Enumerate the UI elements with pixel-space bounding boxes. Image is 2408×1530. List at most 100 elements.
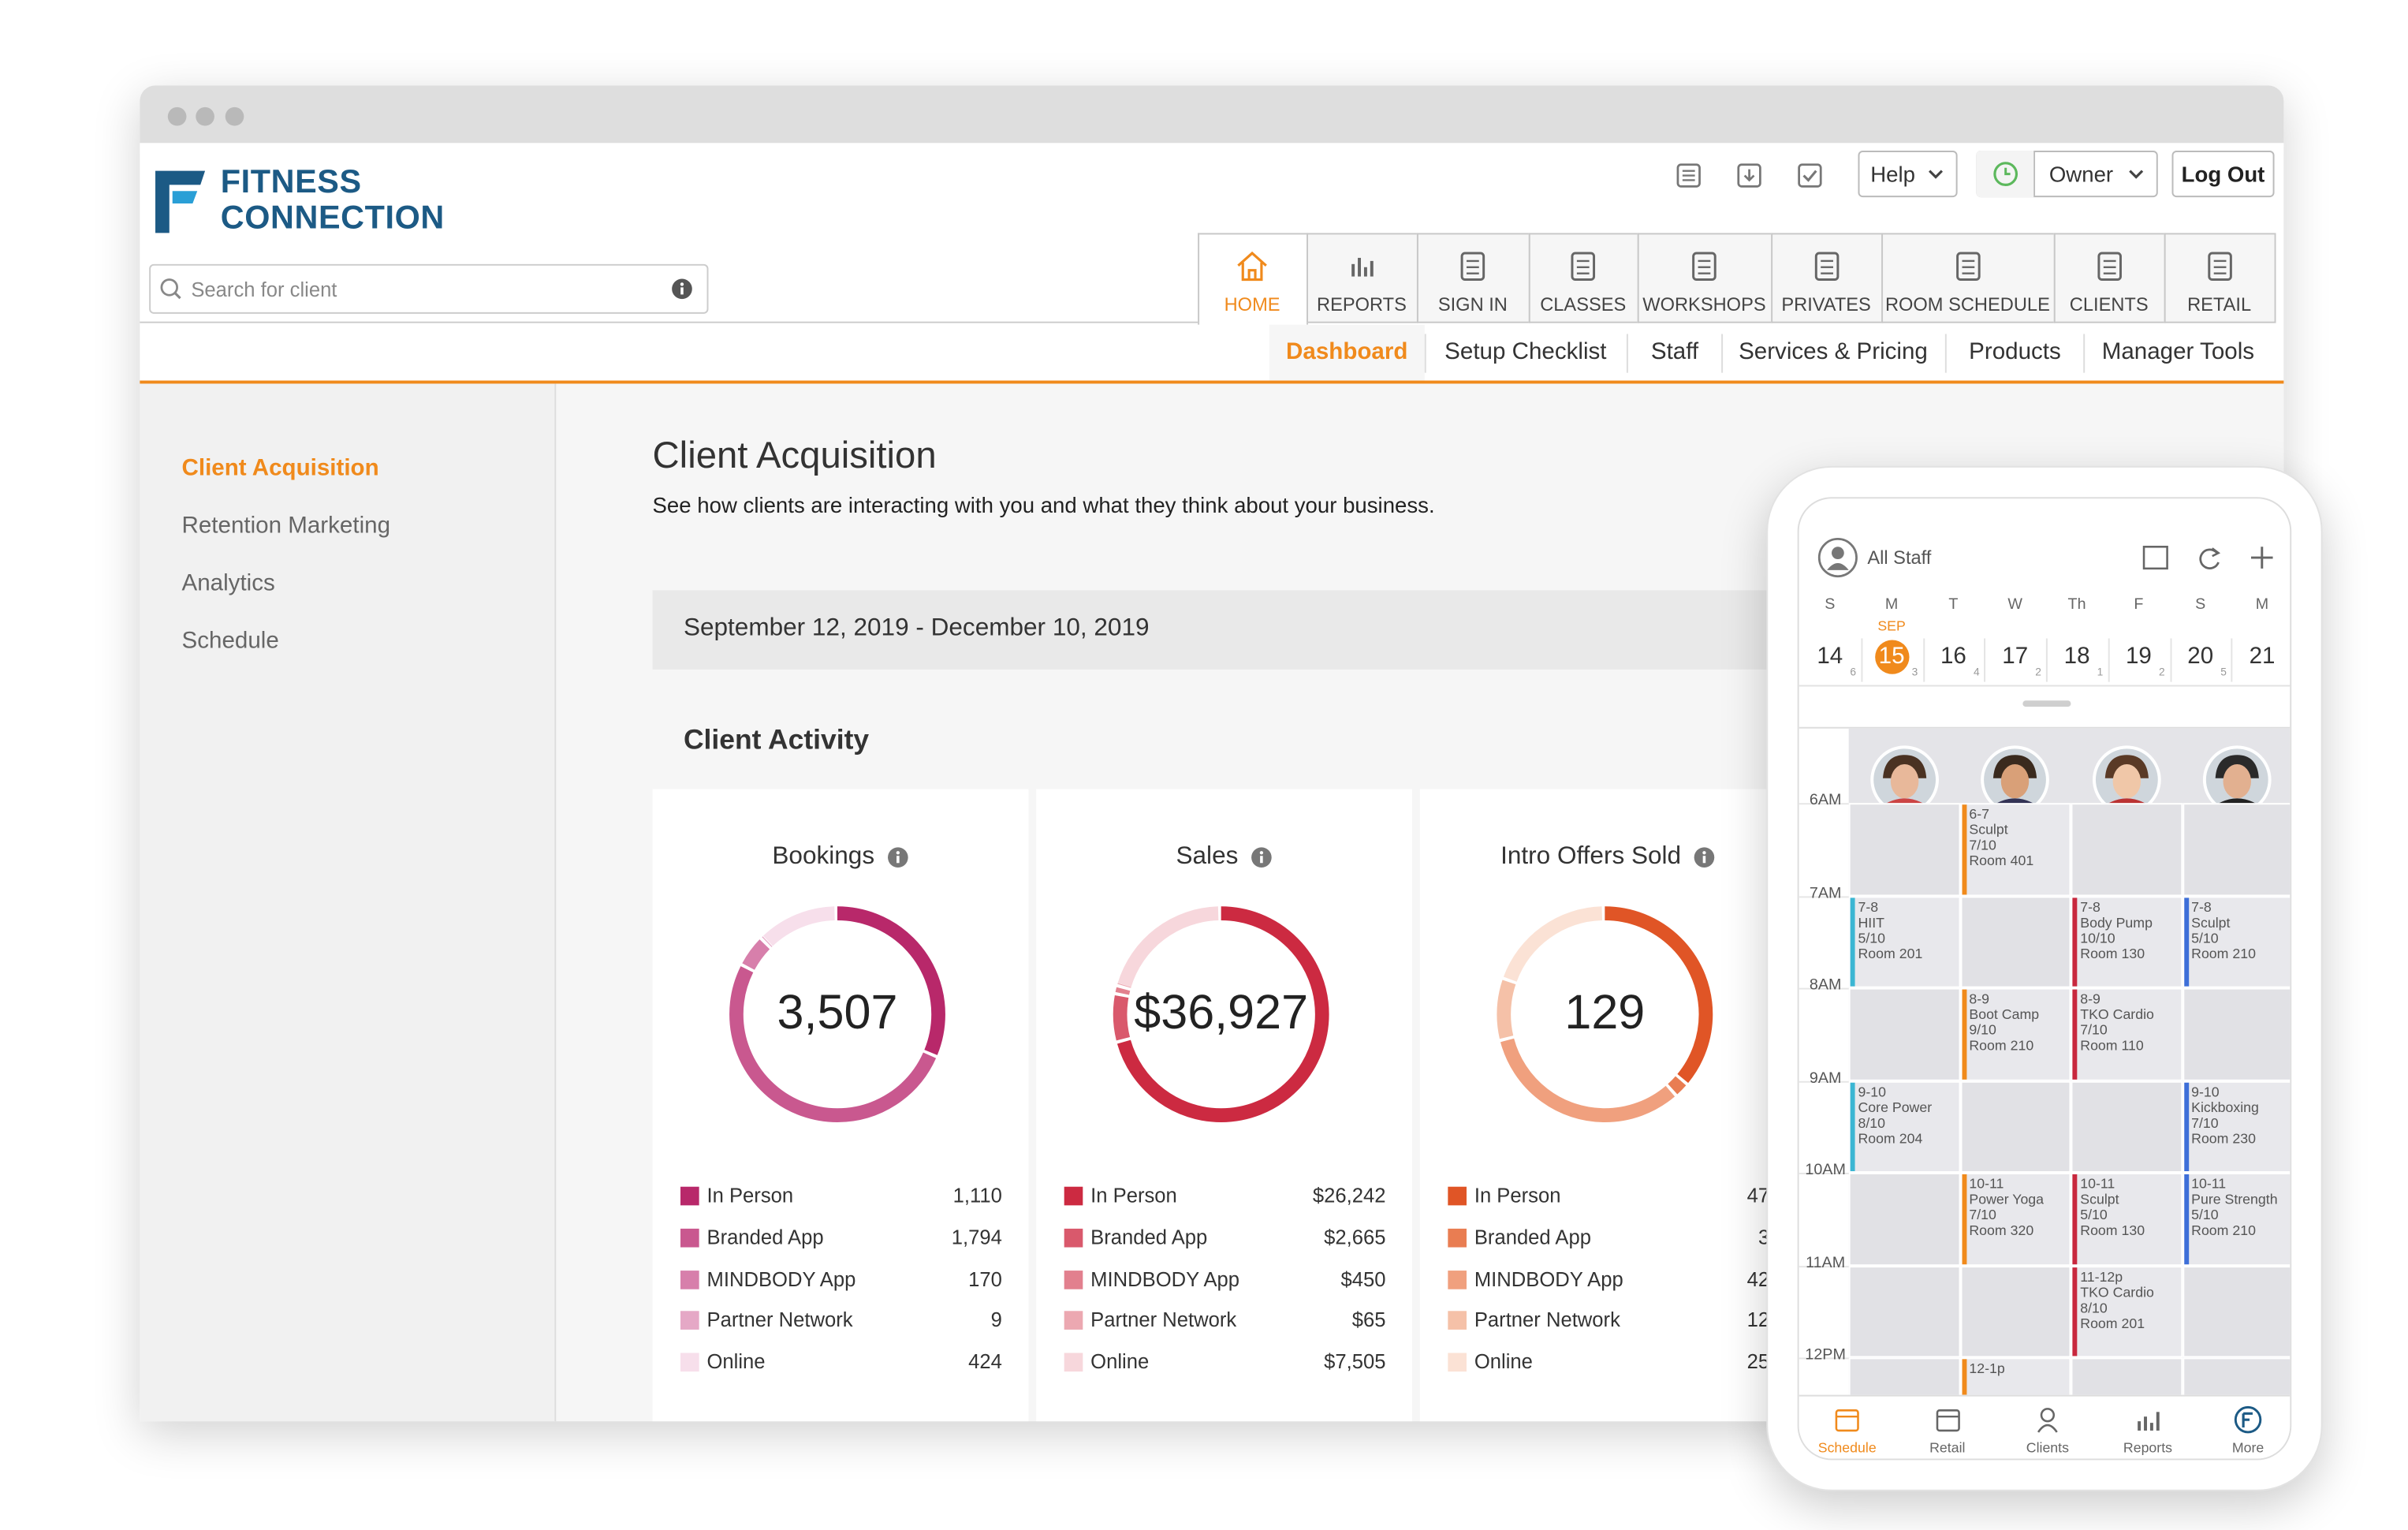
drag-handle [2022, 700, 2071, 707]
legend-value: $2,665 [1324, 1225, 1386, 1249]
nav-tab[interactable] [2053, 233, 2166, 323]
event-bar [2072, 1174, 2078, 1264]
tab-label[interactable]: More [2231, 1439, 2264, 1456]
tab-icon-bar [2149, 1423, 2153, 1431]
day-letter: W [2007, 596, 2023, 614]
event-text: Room 201 [2080, 1315, 2145, 1330]
nav-tab-label[interactable]: CLASSES [1540, 293, 1627, 315]
nav-tab[interactable] [1528, 233, 1639, 323]
event-text: TKO Cardio [2080, 1283, 2154, 1300]
event-cell[interactable] [1848, 895, 1960, 988]
event-text: 9/10 [1969, 1021, 1996, 1038]
legend-value: 47 [1746, 1183, 1770, 1207]
day-date[interactable]: 16 [1940, 643, 1966, 670]
time-rule [1799, 1265, 1849, 1267]
sub-tab[interactable]: Services & Pricing [1739, 338, 1928, 365]
tab-label[interactable]: Schedule [1817, 1439, 1877, 1456]
time-rule [1799, 1080, 1849, 1082]
tab-label[interactable]: Retail [1929, 1439, 1966, 1456]
calendar-icon [2142, 545, 2168, 570]
legend-value: $65 [1351, 1308, 1386, 1332]
event-text: Room 130 [2080, 945, 2145, 961]
event-text: 7-8 [1858, 898, 1879, 915]
search-box[interactable] [149, 263, 709, 314]
nav-tab[interactable] [1307, 233, 1418, 323]
card-title: Bookings [772, 843, 875, 870]
sub-tab[interactable]: Staff [1650, 338, 1699, 365]
event-cell[interactable] [1959, 987, 2071, 1080]
legend-name: In Person [1474, 1183, 1561, 1207]
event-cell[interactable] [2182, 1173, 2291, 1266]
help-button[interactable] [1858, 151, 1958, 198]
nav-tab[interactable] [2164, 233, 2276, 323]
nav-tab[interactable] [1881, 233, 2056, 323]
day-date[interactable]: 21 [2249, 643, 2276, 670]
nav-tab-label[interactable]: PRIVATES [1781, 293, 1871, 315]
event-text: Pure Strength [2191, 1191, 2278, 1207]
tab-label[interactable]: Clients [2026, 1439, 2069, 1456]
nav-tab-label[interactable]: WORKSHOPS [1642, 293, 1766, 315]
search-handle [173, 292, 181, 300]
nav-tab-label[interactable]: CLIENTS [2069, 293, 2149, 315]
nav-tab[interactable] [1637, 233, 1773, 323]
info-icon [1251, 847, 1272, 868]
sub-tab[interactable]: Manager Tools [2101, 338, 2255, 365]
nav-tab[interactable] [1771, 233, 1884, 323]
event-cell[interactable] [1959, 803, 2071, 896]
legend-swatch [1448, 1186, 1467, 1206]
sidebar-item[interactable]: Retention Marketing [181, 512, 391, 539]
event-cell[interactable] [2182, 1080, 2291, 1174]
event-cell[interactable] [2071, 1265, 2182, 1358]
header-rule [140, 321, 1198, 323]
nav-tab-label[interactable]: REPORTS [1317, 293, 1407, 315]
sub-tab[interactable]: Setup Checklist [1444, 338, 1607, 365]
chevron-path [2129, 170, 2144, 179]
staff-filter[interactable]: All Staff [1867, 547, 1932, 569]
day-date[interactable]: 20 [2187, 643, 2214, 670]
sidebar-item[interactable]: Schedule [181, 627, 279, 655]
event-text: Room 230 [2191, 1129, 2256, 1146]
event-text: TKO Cardio [2080, 1006, 2154, 1022]
nav-tab-label[interactable]: SIGN IN [1437, 293, 1508, 315]
event-cell[interactable] [2182, 895, 2291, 988]
day-date[interactable]: 19 [2125, 643, 2152, 670]
nav-tab-label[interactable]: RETAIL [2187, 293, 2252, 315]
logo-text: FITNESS [220, 164, 362, 201]
event-cell[interactable] [1848, 1080, 1960, 1174]
donut-segment [729, 906, 945, 1122]
day-letter: M [1884, 596, 1899, 614]
tab-icon-bar [2137, 1421, 2141, 1431]
logo-text: CONNECTION [220, 200, 445, 237]
toolbar-icon [1676, 163, 1701, 188]
plus-icon [2250, 547, 2273, 569]
day-date[interactable]: 15 [1878, 643, 1905, 670]
event-text: 10-11 [2080, 1175, 2115, 1192]
event-cell[interactable] [1959, 1357, 2071, 1395]
sub-tab[interactable]: Products [1969, 338, 2061, 365]
day-date[interactable]: 14 [1817, 643, 1843, 670]
event-cell[interactable] [2071, 987, 2182, 1080]
logout-button[interactable]: Log Out [2171, 151, 2275, 198]
donut-segment [1497, 906, 1713, 1122]
section-title: Client Activity [683, 723, 870, 756]
nav-tab[interactable] [1416, 233, 1530, 323]
sub-tab[interactable]: Dashboard [1286, 338, 1408, 365]
bar-icon [1362, 267, 1366, 277]
nav-tab-label[interactable]: HOME [1224, 293, 1280, 315]
event-cell[interactable] [1959, 1173, 2071, 1266]
day-divider [2045, 638, 2048, 682]
event-cell[interactable] [2071, 1173, 2182, 1266]
sidebar-item[interactable]: Analytics [181, 569, 275, 597]
day-date[interactable]: 17 [2002, 643, 2029, 670]
sidebar-item[interactable]: Client Acquisition [181, 455, 379, 482]
tab-label[interactable]: Reports [2123, 1439, 2172, 1456]
tab-icon-frame [1460, 252, 1485, 281]
date-range[interactable]: September 12, 2019 - December 10, 2019 [683, 614, 1150, 642]
empty-cell [1959, 1080, 2071, 1174]
day-month: SEP [1877, 618, 1906, 634]
event-cell[interactable] [2071, 895, 2182, 988]
day-date[interactable]: 18 [2063, 643, 2090, 670]
nav-tab-label[interactable]: ROOM SCHEDULE [1884, 293, 2050, 315]
event-text: 6-7 [1969, 806, 1990, 822]
